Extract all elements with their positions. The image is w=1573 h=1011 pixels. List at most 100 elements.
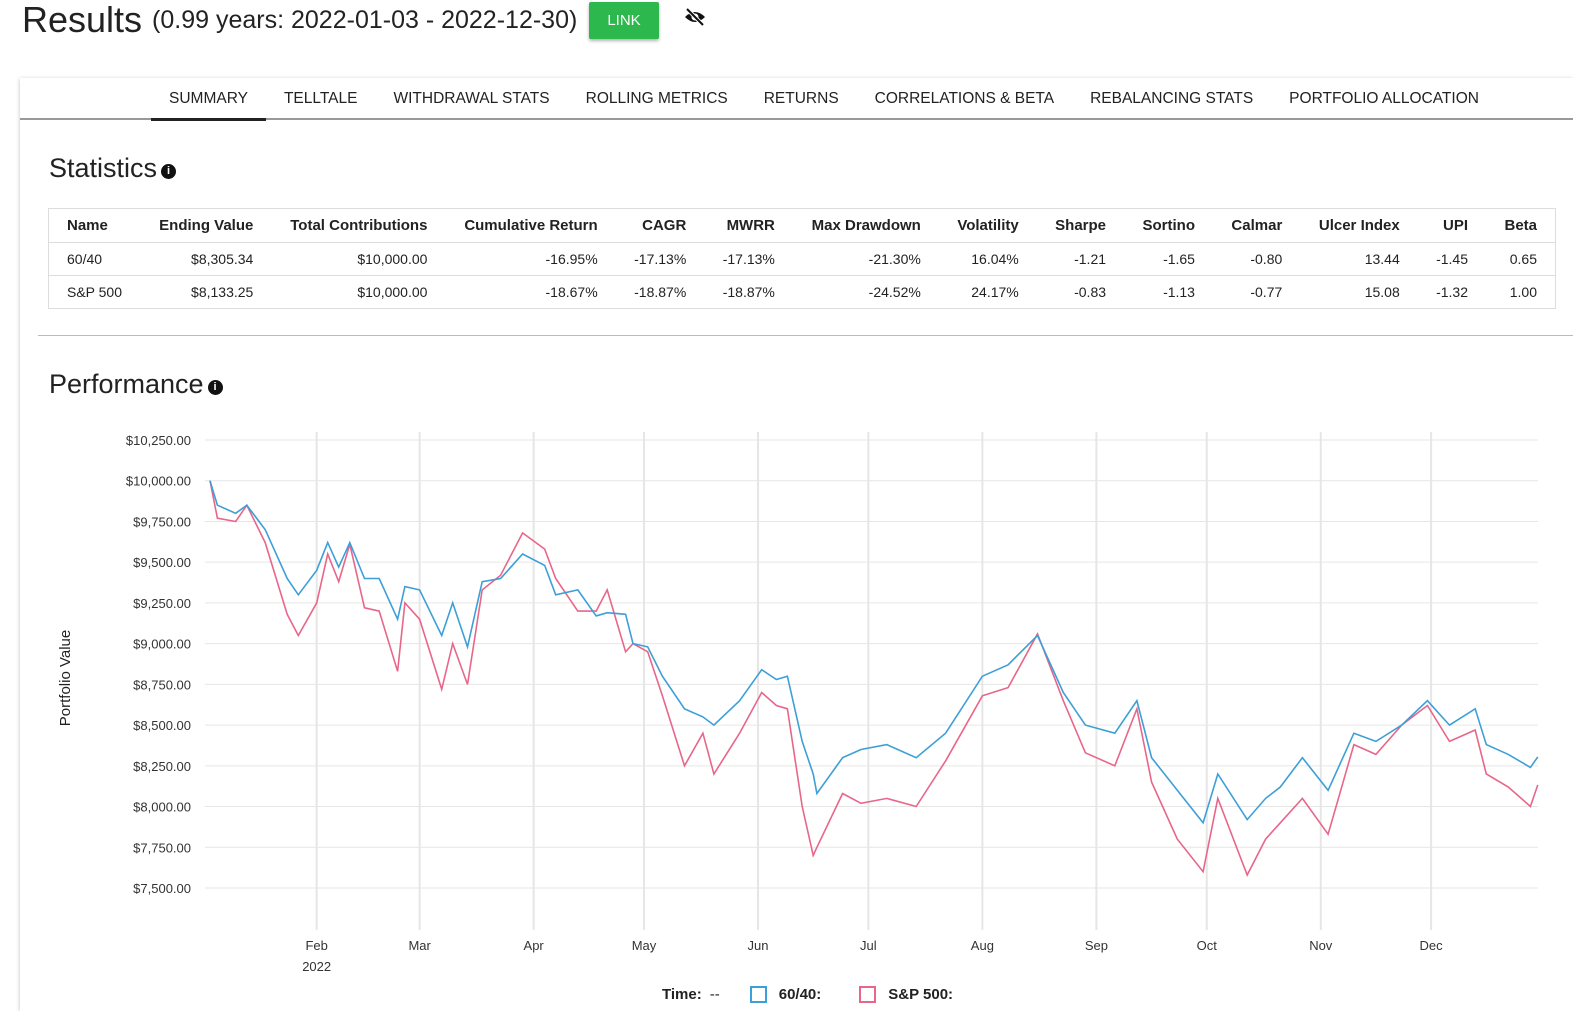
table-cell: -1.65 [1124,242,1213,276]
table-cell: -0.80 [1212,242,1301,276]
table-cell: 1.00 [1486,275,1556,309]
column-header[interactable]: Max Drawdown [811,217,921,234]
tab-portfolio-allocation[interactable]: PORTFOLIO ALLOCATION [1289,90,1479,107]
table-cell: -18.67% [445,275,616,309]
performance-title: Performance [49,369,204,399]
table-cell: 60/40 [48,242,141,276]
tab-rebalancing-stats[interactable]: REBALANCING STATS [1090,90,1254,107]
column-header[interactable]: Sortino [1142,217,1195,234]
tab-telltale[interactable]: TELLTALE [283,90,358,107]
table-cell: -1.32 [1417,275,1487,309]
tab-bar: SUMMARY TELLTALE WITHDRAWAL STATS ROLLING M… [20,78,1573,121]
table-cell: -1.13 [1124,275,1213,309]
table-cell: 16.04% [938,242,1037,276]
series-line-60-40 [209,480,1539,825]
x-tick-label: Aug [971,938,994,953]
column-header[interactable]: CAGR [642,217,687,234]
column-header[interactable]: Total Contributions [290,217,428,234]
x-tick-label: May [632,938,657,953]
results-header: Results (0.99 years: 2022-01-03 - 2022-1… [22,0,707,40]
table-row: 60/40 $8,305.34 $10,000.00 -16.95% -17.13% -1… [48,242,1556,276]
legend-sp500[interactable]: S&P 500: [888,986,954,1003]
tab-withdrawal-stats[interactable]: WITHDRAWAL STATS [393,90,550,107]
page-title: Results [22,0,143,40]
legend-swatch-sp500[interactable] [859,986,877,1003]
table-cell: 15.08 [1300,275,1418,309]
y-tick-label: $9,500.00 [133,555,191,570]
x-tick-label: Nov [1309,938,1333,953]
y-tick-label: $8,500.00 [133,718,191,733]
table-cell: -24.52% [792,275,939,309]
y-tick-label: $10,250.00 [126,433,191,448]
legend-60-40[interactable]: 60/40: [778,986,822,1003]
column-header[interactable]: Sharpe [1055,217,1107,234]
column-header[interactable]: UPI [1443,217,1469,234]
x-tick-label: Mar [408,938,431,953]
table-cell: -0.77 [1212,275,1301,309]
info-icon[interactable]: i [207,380,223,395]
table-cell: -1.21 [1036,242,1125,276]
table-cell: -16.95% [445,242,616,276]
y-tick-label: $9,750.00 [133,514,191,529]
y-axis-label: Portfolio Value [57,630,74,726]
tab-correlations-beta[interactable]: CORRELATIONS & BETA [874,90,1055,107]
column-header[interactable]: Calmar [1231,217,1283,234]
y-tick-label: $9,000.00 [133,637,191,652]
table-cell: S&P 500 [48,275,141,309]
column-header[interactable]: Ulcer Index [1318,217,1400,234]
statistics-table: Name Ending Value Total Contributions Cumul… [48,208,1556,309]
x-tick-label: Sep [1085,938,1108,953]
y-tick-label: $9,250.00 [133,596,191,611]
y-tick-label: $8,000.00 [133,800,191,815]
x-tick-label: Apr [524,938,545,953]
table-cell: -18.87% [615,275,705,309]
table-cell: -0.83 [1036,275,1125,309]
column-header[interactable]: Volatility [957,217,1019,234]
series-line-s-p-500 [209,480,1539,877]
table-cell: -21.30% [792,242,939,276]
table-cell: 0.65 [1486,242,1556,276]
divider [38,335,1573,336]
results-card: SUMMARY TELLTALE WITHDRAWAL STATS ROLLING M… [20,78,1573,1011]
x-tick-label: Dec [1420,938,1444,953]
tab-rolling-metrics[interactable]: ROLLING METRICS [585,90,728,107]
statistics-heading: Statistics i [49,153,177,184]
column-header[interactable]: Name [67,217,108,234]
date-range: (0.99 years: 2022-01-03 - 2022-12-30) [152,5,578,34]
chart-legend: Time: -- 60/40: S&P 500: [662,986,953,1003]
table-cell: -17.13% [615,242,705,276]
link-button[interactable]: LINK [589,1,659,39]
column-header[interactable]: Ending Value [159,217,254,234]
x-year-label: 2022 [302,959,331,974]
table-cell: $8,305.34 [140,242,272,276]
performance-chart[interactable]: $10,250.00 $10,000.00 $9,750.00 $9,500.00 $9… [0,420,1573,980]
eye-slash-icon[interactable] [683,7,707,33]
table-cell: $10,000.00 [271,242,446,276]
time-label: Time: [662,986,702,1003]
table-cell: $10,000.00 [271,275,446,309]
column-header[interactable]: Cumulative Return [464,217,598,234]
x-tick-label: Jul [860,938,877,953]
table-cell: 13.44 [1300,242,1418,276]
table-cell: -18.87% [704,275,793,309]
table-cell: -1.45 [1417,242,1487,276]
statistics-title: Statistics [49,153,158,183]
table-row: S&P 500 $8,133.25 $10,000.00 -18.67% -18.87%… [48,275,1556,309]
info-icon[interactable]: i [161,164,177,179]
column-header[interactable]: MWRR [726,217,775,234]
table-cell: 24.17% [938,275,1037,309]
table-cell: -17.13% [704,242,793,276]
performance-heading: Performance i [49,369,223,400]
y-tick-label: $7,750.00 [133,840,191,855]
x-tick-label: Feb [305,938,327,953]
tab-returns[interactable]: RETURNS [763,90,839,107]
y-tick-label: $8,250.00 [133,759,191,774]
x-tick-label: Oct [1197,938,1218,953]
tab-summary[interactable]: SUMMARY [151,78,266,121]
time-value: -- [709,986,720,1003]
legend-swatch-60-40[interactable] [749,986,767,1003]
y-tick-label: $10,000.00 [126,474,191,489]
y-tick-label: $8,750.00 [133,677,191,692]
column-header[interactable]: Beta [1504,217,1537,234]
y-tick-label: $7,500.00 [133,881,191,896]
